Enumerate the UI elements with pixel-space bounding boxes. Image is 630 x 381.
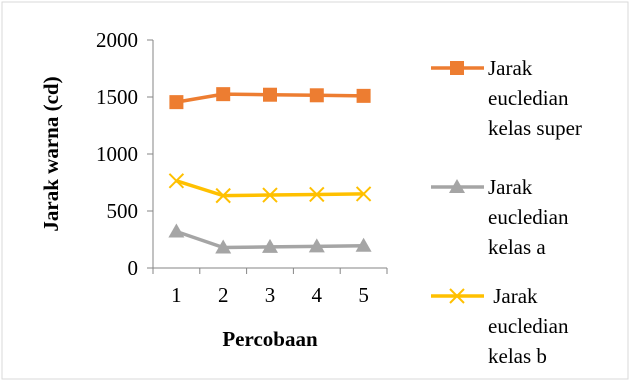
legend-label: kelas super bbox=[488, 116, 582, 140]
legend-swatch-marker bbox=[449, 288, 465, 304]
legend-label: eucledian bbox=[488, 205, 569, 229]
x-tick-label: 5 bbox=[358, 283, 369, 307]
legend-swatch-marker bbox=[450, 61, 464, 75]
y-tick-label: 500 bbox=[107, 199, 139, 223]
series-1-point bbox=[309, 88, 324, 103]
x-tick-label: 3 bbox=[265, 283, 276, 307]
series-1-point bbox=[169, 95, 184, 110]
series-3-point bbox=[215, 187, 231, 204]
legend-label: Jarak bbox=[488, 284, 538, 308]
y-axis-title: Jarak warna (cd) bbox=[39, 76, 63, 231]
legend-label: kelas b bbox=[488, 344, 547, 368]
series-1-point bbox=[356, 88, 371, 103]
legend-label: eucledian bbox=[488, 314, 569, 338]
series-3-point bbox=[168, 173, 185, 189]
axes bbox=[147, 39, 388, 274]
x-tick-labels: 1 2 3 4 5 bbox=[171, 283, 369, 307]
x-axis-title: Percobaan bbox=[222, 327, 318, 351]
series-1-point bbox=[263, 87, 277, 102]
legend-label: Jarak bbox=[488, 56, 533, 80]
x-tick-label: 4 bbox=[312, 283, 323, 307]
x-tick-label: 2 bbox=[218, 283, 229, 307]
series-1-point bbox=[216, 87, 231, 102]
legend: Jarak eucledian kelas super Jarak eucledian k… bbox=[431, 56, 582, 368]
y-tick-label: 0 bbox=[128, 256, 139, 280]
legend-label: eucledian bbox=[488, 86, 569, 110]
y-tick-label: 1000 bbox=[96, 142, 138, 166]
y-tick-labels: 0 500 1000 1500 2000 bbox=[96, 28, 138, 280]
x-tick-label: 1 bbox=[171, 283, 182, 307]
series-2-point bbox=[215, 239, 232, 254]
legend-label: kelas a bbox=[488, 235, 546, 259]
series-3-point bbox=[262, 187, 278, 203]
series-2-point bbox=[355, 237, 372, 252]
y-tick-label: 2000 bbox=[96, 28, 138, 52]
legend-swatch-marker bbox=[449, 179, 465, 193]
series-2-point bbox=[168, 223, 185, 238]
series-2-point bbox=[308, 238, 325, 253]
plot-series bbox=[168, 87, 372, 254]
series-2-point bbox=[262, 238, 278, 253]
y-tick-label: 1500 bbox=[96, 85, 138, 109]
legend-label: Jarak bbox=[488, 175, 533, 199]
series-3-point bbox=[355, 186, 372, 202]
series-3-point bbox=[309, 186, 325, 203]
